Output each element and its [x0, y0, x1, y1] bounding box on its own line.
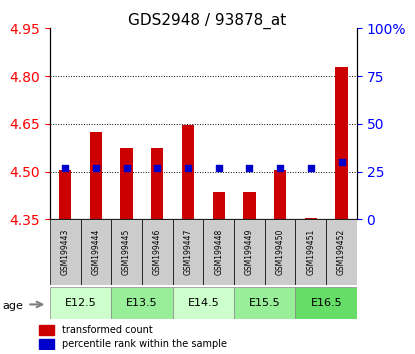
FancyBboxPatch shape [142, 219, 173, 285]
Text: GDS2948 / 93878_at: GDS2948 / 93878_at [128, 12, 287, 29]
Bar [59, 170, 71, 219]
FancyBboxPatch shape [50, 219, 81, 285]
Text: GSM199447: GSM199447 [183, 229, 193, 275]
Point [277, 165, 283, 171]
Point [123, 165, 130, 171]
FancyBboxPatch shape [173, 287, 234, 319]
FancyBboxPatch shape [234, 287, 295, 319]
FancyBboxPatch shape [203, 219, 234, 285]
FancyBboxPatch shape [111, 219, 142, 285]
FancyBboxPatch shape [295, 287, 357, 319]
Text: GSM199448: GSM199448 [214, 229, 223, 275]
Bar [212, 193, 225, 219]
Point [62, 165, 68, 171]
FancyBboxPatch shape [326, 219, 357, 285]
Text: GSM199446: GSM199446 [153, 229, 162, 275]
FancyBboxPatch shape [173, 219, 203, 285]
Point [154, 165, 161, 171]
Bar [120, 148, 133, 219]
Point [246, 165, 253, 171]
Point [308, 165, 314, 171]
Text: GSM199450: GSM199450 [276, 229, 285, 275]
Point [215, 165, 222, 171]
FancyBboxPatch shape [265, 219, 295, 285]
Point [185, 165, 191, 171]
FancyBboxPatch shape [295, 219, 326, 285]
Text: GSM199449: GSM199449 [245, 229, 254, 275]
Point [93, 165, 99, 171]
Bar [274, 170, 286, 219]
FancyBboxPatch shape [234, 219, 265, 285]
Text: E13.5: E13.5 [126, 298, 158, 308]
FancyBboxPatch shape [81, 219, 111, 285]
Text: GSM199443: GSM199443 [61, 229, 70, 275]
FancyBboxPatch shape [50, 287, 111, 319]
Text: GSM199444: GSM199444 [91, 229, 100, 275]
Text: GSM199445: GSM199445 [122, 229, 131, 275]
Bar [151, 148, 164, 219]
Text: E15.5: E15.5 [249, 298, 281, 308]
Bar [90, 132, 102, 219]
Bar [182, 126, 194, 219]
Bar [305, 218, 317, 219]
Bar [335, 67, 348, 219]
FancyBboxPatch shape [111, 287, 173, 319]
Bar [39, 325, 54, 335]
Text: E14.5: E14.5 [188, 298, 219, 308]
Text: E12.5: E12.5 [65, 298, 96, 308]
Point [338, 159, 345, 165]
Bar [39, 339, 54, 349]
Text: transformed count: transformed count [62, 325, 153, 335]
Text: GSM199452: GSM199452 [337, 229, 346, 275]
Bar [243, 193, 256, 219]
Text: age: age [2, 301, 23, 311]
Text: GSM199451: GSM199451 [306, 229, 315, 275]
Text: E16.5: E16.5 [310, 298, 342, 308]
Text: percentile rank within the sample: percentile rank within the sample [62, 339, 227, 349]
